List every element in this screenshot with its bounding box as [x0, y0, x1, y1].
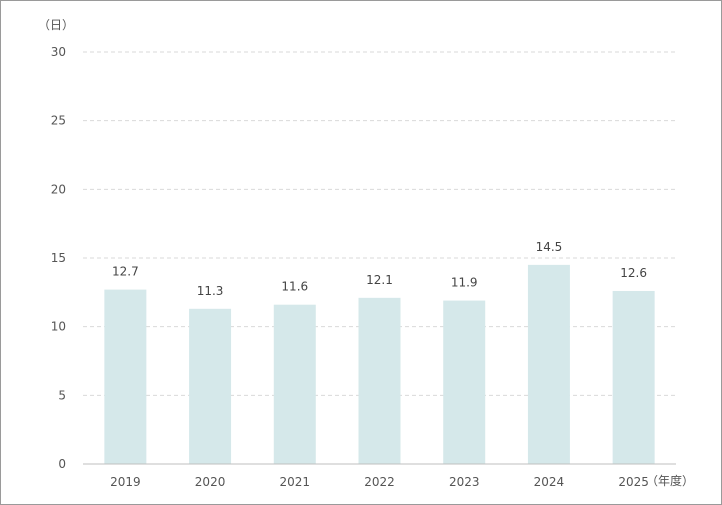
y-tick-label: 15 — [51, 251, 66, 265]
x-tick-label: 2021 — [280, 475, 311, 489]
bar — [273, 304, 316, 464]
x-axis-ticks: 2019 2020 2021 2022 2023 2024 2025 — [110, 475, 649, 489]
bar — [189, 308, 232, 464]
data-label: 14.5 — [536, 240, 563, 254]
x-tick-label: 2025 — [618, 475, 649, 489]
y-axis-ticks: 0 5 10 15 20 25 30 — [51, 45, 66, 471]
bar — [104, 289, 147, 464]
y-tick-label: 10 — [51, 320, 66, 334]
y-tick-label: 20 — [51, 182, 66, 196]
data-label: 11.6 — [281, 280, 308, 294]
y-axis-unit-label: （日） — [38, 18, 74, 32]
bar — [527, 264, 570, 464]
data-label: 11.3 — [197, 284, 224, 298]
y-tick-label: 5 — [58, 388, 66, 402]
data-label: 12.6 — [620, 266, 647, 280]
x-tick-label: 2022 — [364, 475, 395, 489]
x-tick-label: 2023 — [449, 475, 480, 489]
data-label: 12.1 — [366, 273, 393, 287]
x-tick-label: 2024 — [534, 475, 565, 489]
data-labels: 12.7 11.3 11.6 12.1 11.9 14.5 12.6 — [112, 240, 647, 298]
x-axis-unit-label: （年度） — [646, 473, 694, 488]
bar — [612, 290, 655, 464]
bars — [104, 264, 655, 464]
x-tick-label: 2020 — [195, 475, 226, 489]
bar — [358, 297, 401, 464]
bar — [443, 300, 486, 464]
data-label: 12.7 — [112, 265, 139, 279]
x-tick-label: 2019 — [110, 475, 141, 489]
y-tick-label: 25 — [51, 114, 66, 128]
y-tick-label: 0 — [58, 457, 66, 471]
data-label: 11.9 — [451, 276, 478, 290]
y-tick-label: 30 — [51, 45, 66, 59]
